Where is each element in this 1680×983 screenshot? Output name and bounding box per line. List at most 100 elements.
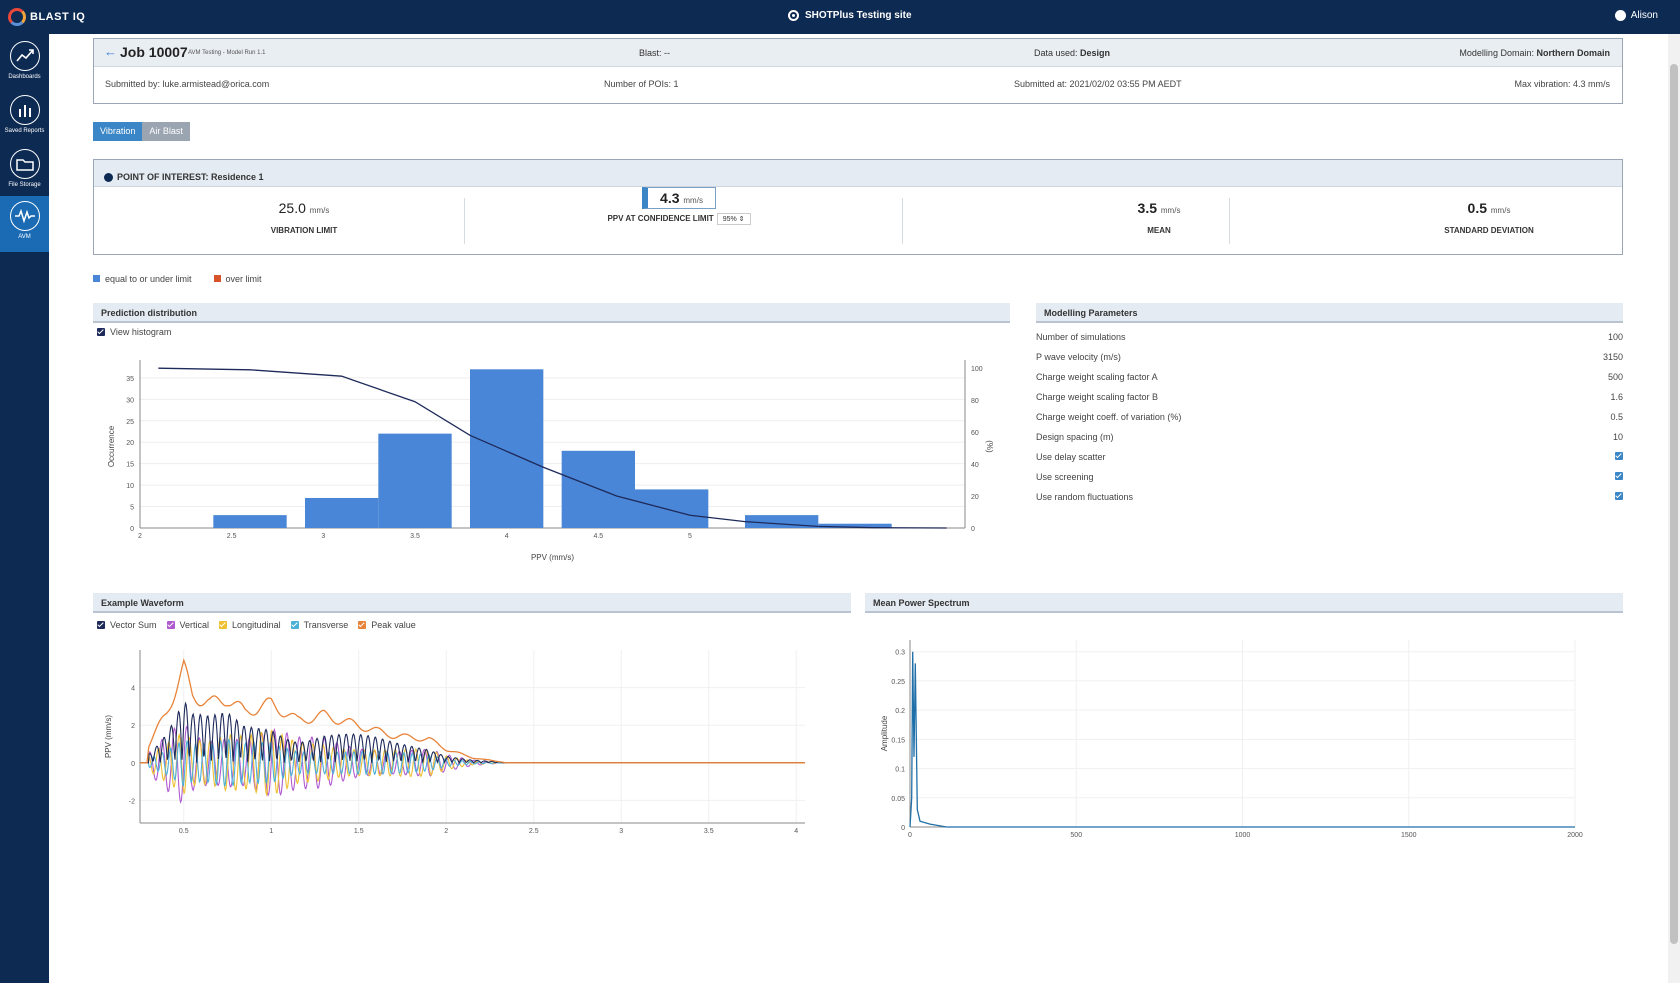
legend-label: Vertical xyxy=(179,620,210,630)
user-menu[interactable]: Alison xyxy=(1614,10,1658,21)
page-scrollbar[interactable] xyxy=(1668,34,1680,983)
param-row: Charge weight scaling factor A 500 xyxy=(1036,372,1623,382)
tab-vibration[interactable]: Vibration xyxy=(93,122,143,141)
blastiq-logo-icon xyxy=(8,8,26,26)
y-tick-label: 0.25 xyxy=(891,679,905,686)
legend-item[interactable]: Vector Sum xyxy=(97,620,157,630)
x-tick-label: 2.5 xyxy=(529,828,539,835)
param-value: 3150 xyxy=(1602,352,1623,362)
sidebar-item-saved-reports[interactable]: Saved Reports xyxy=(0,90,49,144)
y-tick-label: 5 xyxy=(130,505,134,512)
x-tick-label: 4 xyxy=(794,828,798,835)
legend-item[interactable]: Longitudinal xyxy=(219,620,281,630)
location-dot-icon xyxy=(104,172,113,182)
checkbox-icon[interactable] xyxy=(358,621,367,629)
stat-unit: mm/s xyxy=(683,196,703,205)
stat-label: STANDARD DEVIATION xyxy=(1444,226,1534,235)
histogram-bar xyxy=(378,433,452,528)
param-value: 10 xyxy=(1612,432,1623,442)
stat-unit: mm/s xyxy=(309,206,330,215)
y-tick-label: 0.2 xyxy=(895,708,905,715)
legend-label: Longitudinal xyxy=(232,620,281,630)
y-tick-label: 25 xyxy=(126,419,134,426)
confidence-value: 95% xyxy=(722,216,737,223)
spectrum-chart: 0 0.05 0.1 0.15 0.2 0.25 0.3 0 500 1000 1500 2000 Am… xyxy=(880,640,1583,839)
sidebar: Dashboards Saved Reports File Storage AV… xyxy=(0,34,49,983)
checkbox-icon[interactable] xyxy=(1615,472,1623,480)
waveform-icon xyxy=(9,201,40,231)
stat-value: 25.0 mm/s xyxy=(224,200,384,216)
x-tick-label: 2 xyxy=(444,828,448,835)
legend-item[interactable]: Peak value xyxy=(358,620,416,630)
y-tick-label: 35 xyxy=(126,376,134,383)
stat-number: 0.5 xyxy=(1467,200,1487,216)
modelling-domain-value: Northern Domain xyxy=(1536,48,1610,58)
spectrum-panel-header: Mean Power Spectrum xyxy=(865,593,1623,613)
y2-axis-label: (%) xyxy=(985,440,994,453)
stat-number: 4.3 xyxy=(660,190,680,206)
sidebar-item-label: Saved Reports xyxy=(4,128,45,134)
histogram-bar xyxy=(470,369,544,528)
checkbox-icon[interactable] xyxy=(1615,492,1623,500)
params-panel-header: Modelling Parameters xyxy=(1036,303,1623,323)
y-tick-label: 20 xyxy=(126,440,134,447)
prediction-panel-header: Prediction distribution xyxy=(93,303,1010,323)
sidebar-item-avm[interactable]: AVM xyxy=(0,196,49,252)
stat-value: 3.5 mm/s xyxy=(1079,200,1239,216)
stat-label: PPV AT CONFIDENCE LIMIT 95% ⇕ xyxy=(584,213,774,225)
param-row: Use screening xyxy=(1036,472,1623,482)
legend-label: Vector Sum xyxy=(110,620,157,630)
x-tick-label: 500 xyxy=(1070,832,1082,839)
x-tick-label: 3 xyxy=(619,828,623,835)
sidebar-item-dashboards[interactable]: Dashboards xyxy=(0,36,49,90)
x-tick-label: 3.5 xyxy=(410,533,420,540)
x-tick-label: 2000 xyxy=(1567,832,1583,839)
modelling-domain: Modelling Domain: Northern Domain xyxy=(1459,48,1610,58)
stat-number: 3.5 xyxy=(1137,200,1157,216)
param-value: 100 xyxy=(1607,332,1623,342)
x-axis-label: PPV (mm/s) xyxy=(531,553,574,562)
param-label: Number of simulations xyxy=(1036,332,1126,342)
prediction-chart: 0 5 10 15 20 25 30 35 0 20 40 60 80 100 2 2.5 3 3.5 4 4.5 5 P… xyxy=(107,360,994,562)
legend-item[interactable]: Transverse xyxy=(290,620,348,630)
legend-item[interactable]: Vertical xyxy=(166,620,210,630)
checkbox-icon[interactable] xyxy=(166,621,175,629)
checkbox-icon[interactable] xyxy=(1615,452,1623,460)
stat-vibration-limit: 25.0 mm/s VIBRATION LIMIT xyxy=(224,200,384,235)
stat-standard-deviation: 0.5 mm/s STANDARD DEVIATION xyxy=(1399,200,1579,235)
job-header: ← Job 10007 AVM Testing - Model Run 1.1 … xyxy=(94,39,1622,67)
y2-tick-label: 40 xyxy=(971,462,979,469)
sidebar-item-file-storage[interactable]: File Storage xyxy=(0,144,49,198)
param-label: P wave velocity (m/s) xyxy=(1036,352,1121,362)
y-tick-label: 0.05 xyxy=(891,796,905,803)
back-arrow-icon[interactable]: ← xyxy=(104,44,117,59)
param-row: Use random fluctuations xyxy=(1036,492,1623,502)
x-tick-label: 4 xyxy=(505,533,509,540)
brand-logo[interactable]: BLAST IQ xyxy=(8,8,85,26)
checkbox-icon[interactable] xyxy=(97,621,105,629)
view-histogram-toggle[interactable]: View histogram xyxy=(97,327,171,337)
confidence-select[interactable]: 95% ⇕ xyxy=(716,213,751,225)
param-row: P wave velocity (m/s) 3150 xyxy=(1036,352,1623,362)
site-selector[interactable]: SHOTPlus Testing site xyxy=(788,10,912,21)
site-name: SHOTPlus Testing site xyxy=(805,10,912,21)
y-axis-label: PPV (mm/s) xyxy=(105,715,113,758)
y2-tick-label: 80 xyxy=(971,398,979,405)
checkbox-icon[interactable] xyxy=(97,328,105,336)
checkbox-icon[interactable] xyxy=(219,621,228,629)
job-summary: ← Job 10007 AVM Testing - Model Run 1.1 … xyxy=(93,38,1623,104)
divider xyxy=(464,198,465,244)
y-tick-label: 0 xyxy=(131,761,135,768)
trend-icon xyxy=(9,41,40,71)
y-tick-label: 15 xyxy=(126,462,134,469)
y-tick-label: -2 xyxy=(129,798,135,805)
user-name: Alison xyxy=(1630,10,1658,21)
y-tick-label: 4 xyxy=(131,686,135,693)
tab-air-blast[interactable]: Air Blast xyxy=(142,122,190,141)
x-tick-label: 1500 xyxy=(1401,832,1417,839)
legend-under-limit: equal to or under limit xyxy=(93,274,192,284)
param-row: Design spacing (m) 10 xyxy=(1036,432,1623,442)
param-value: 1.6 xyxy=(1610,392,1623,402)
scroll-thumb[interactable] xyxy=(1670,64,1678,944)
checkbox-icon[interactable] xyxy=(290,621,299,629)
